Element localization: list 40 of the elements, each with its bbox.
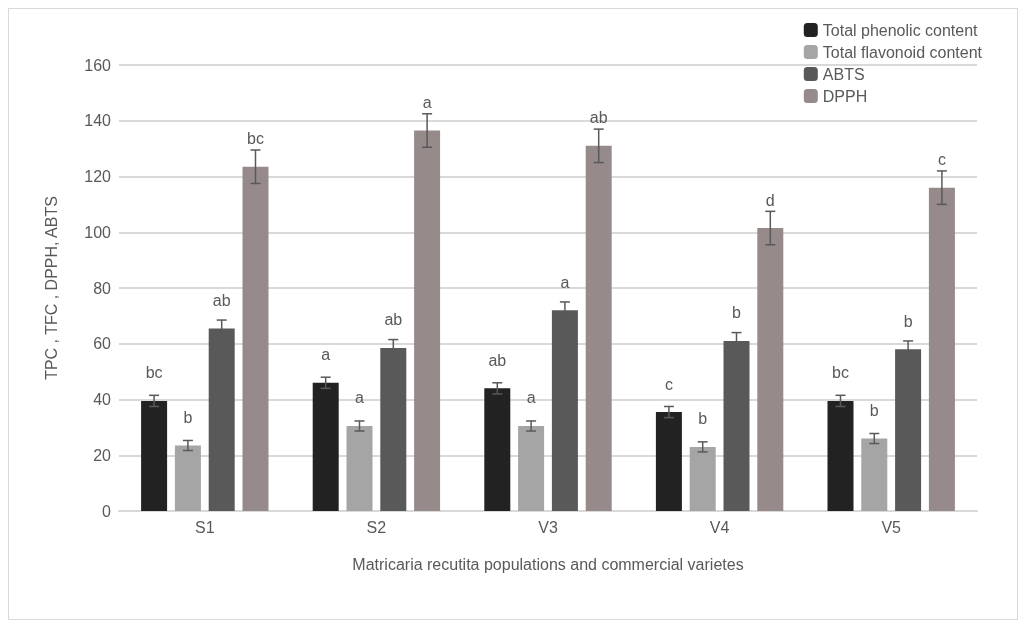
data-label: a bbox=[355, 389, 365, 407]
x-tick-label: S2 bbox=[366, 518, 387, 536]
y-tick-label: 60 bbox=[93, 335, 112, 353]
y-tick-label: 0 bbox=[102, 502, 112, 520]
data-label: a bbox=[422, 94, 432, 112]
legend-label: Total phenolic content bbox=[822, 21, 979, 39]
data-label: b bbox=[903, 312, 913, 330]
y-tick-label: 100 bbox=[84, 223, 112, 241]
x-tick-label: V4 bbox=[709, 518, 730, 536]
x-tick-label: V5 bbox=[881, 518, 902, 536]
data-label: bc bbox=[145, 364, 163, 382]
data-label: b bbox=[732, 304, 742, 322]
legend-label: Total flavonoid content bbox=[822, 43, 983, 61]
data-label: b bbox=[698, 410, 708, 428]
data-label: a bbox=[321, 346, 331, 364]
data-label: bc bbox=[832, 364, 849, 382]
y-tick-label: 120 bbox=[84, 168, 112, 185]
y-tick-label: 20 bbox=[93, 446, 112, 464]
legend-label: ABTS bbox=[822, 65, 865, 83]
data-label: c bbox=[937, 151, 946, 169]
x-tick-label: V3 bbox=[538, 518, 558, 536]
data-label: a bbox=[526, 389, 536, 407]
data-label: bc bbox=[247, 130, 264, 148]
data-label: a bbox=[560, 273, 570, 291]
x-tick-label: S1 bbox=[195, 518, 215, 536]
data-label: b bbox=[869, 402, 879, 420]
data-label: ab bbox=[384, 311, 403, 329]
legend-label: DPPH bbox=[822, 87, 868, 105]
y-tick-label: 140 bbox=[84, 112, 112, 130]
data-label: b bbox=[183, 408, 193, 426]
x-axis-title: Matricaria recutita populations and commercial varietes bbox=[352, 555, 744, 573]
data-label: d bbox=[765, 191, 775, 209]
data-label: ab bbox=[488, 351, 507, 369]
data-label: c bbox=[664, 375, 673, 393]
y-tick-label: 40 bbox=[93, 391, 112, 408]
y-axis-title: TPC , TFC , DPPH, ABTS bbox=[42, 196, 60, 380]
y-tick-label: 80 bbox=[93, 279, 112, 297]
y-tick-label: 160 bbox=[84, 56, 112, 74]
data-label: ab bbox=[212, 291, 231, 309]
data-label: ab bbox=[589, 109, 608, 127]
